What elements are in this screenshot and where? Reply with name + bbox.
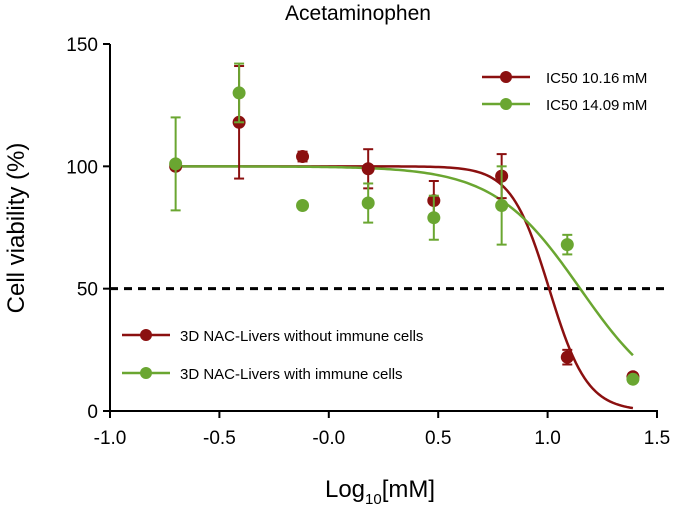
series-legend-entry-with-immune: 3D NAC-Livers with immune cells <box>122 366 403 383</box>
ic50-legend-entry-green: IC50 14.09 mM <box>482 97 647 114</box>
ic50-legend-unit-green: mM <box>622 97 647 114</box>
x-tick-label: -0.5 <box>203 428 236 449</box>
x-ticks: -1.0 -0.5 -0.0 0.5 1.0 1.5 <box>94 411 670 449</box>
ic50-legend-swatch-marker-red <box>500 71 512 83</box>
series-legend-swatch-marker-green <box>140 367 152 379</box>
data-point-series-2 <box>626 372 640 386</box>
data-point-series-1 <box>361 162 375 176</box>
x-tick-label: 0.5 <box>425 428 451 449</box>
ic50-legend-entry-red: IC50 10.16 mM <box>482 70 647 87</box>
y-tick-label: 50 <box>77 280 98 301</box>
ic50-legend-unit-red: mM <box>622 70 647 87</box>
axes <box>109 44 658 412</box>
data-point-series-1 <box>560 350 574 364</box>
x-axis-label-base: Log <box>325 476 365 503</box>
data-point-series-2 <box>495 198 509 212</box>
y-tick-label: 0 <box>87 402 98 423</box>
y-tick-label: 100 <box>66 157 98 178</box>
chart-title: Acetaminophen <box>285 2 431 25</box>
x-tick-label: -1.0 <box>94 428 127 449</box>
data-point-series-2 <box>427 211 441 225</box>
data-point-series-1 <box>296 150 310 164</box>
series-legend-label-without-immune: 3D NAC-Livers without immune cells <box>180 328 423 345</box>
fit-curves <box>175 165 634 410</box>
x-tick-label: 1.0 <box>534 428 560 449</box>
ic50-legend: IC50 10.16 mM IC50 14.09 mM <box>482 70 647 114</box>
data-point-series-2 <box>232 86 246 100</box>
series-legend-label-with-immune: 3D NAC-Livers with immune cells <box>180 366 403 383</box>
ic50-legend-label-red: IC50 10.16 mM <box>546 70 647 87</box>
series-legend-entry-without-immune: 3D NAC-Livers without immune cells <box>122 328 423 345</box>
ic50-legend-value-red: IC50 10.16 <box>546 70 619 87</box>
ic50-legend-value-green: IC50 14.09 <box>546 97 619 114</box>
ic50-legend-swatch-marker-green <box>500 98 512 110</box>
x-tick-label: 1.5 <box>644 428 670 449</box>
fit-curve-series-2 <box>175 165 634 357</box>
x-axis-label-unit: [mM] <box>382 476 435 503</box>
x-tick-label: -0.0 <box>312 428 345 449</box>
data-point-series-2 <box>169 157 183 171</box>
data-points <box>169 62 640 386</box>
y-ticks: 0 50 100 150 <box>66 35 110 423</box>
series-legend: 3D NAC-Livers without immune cells 3D NA… <box>122 328 423 383</box>
data-point-series-2 <box>361 196 375 210</box>
x-axis-label: Log10[mM] <box>325 476 435 508</box>
series-legend-swatch-marker-red <box>140 329 152 341</box>
data-point-series-2 <box>296 198 310 212</box>
y-axis-label: Cell viability (%) <box>3 143 30 314</box>
y-tick-label: 150 <box>66 35 98 56</box>
data-point-series-2 <box>560 238 574 252</box>
x-axis-label-subscript: 10 <box>365 491 382 508</box>
ic50-legend-label-green: IC50 14.09 mM <box>546 97 647 114</box>
